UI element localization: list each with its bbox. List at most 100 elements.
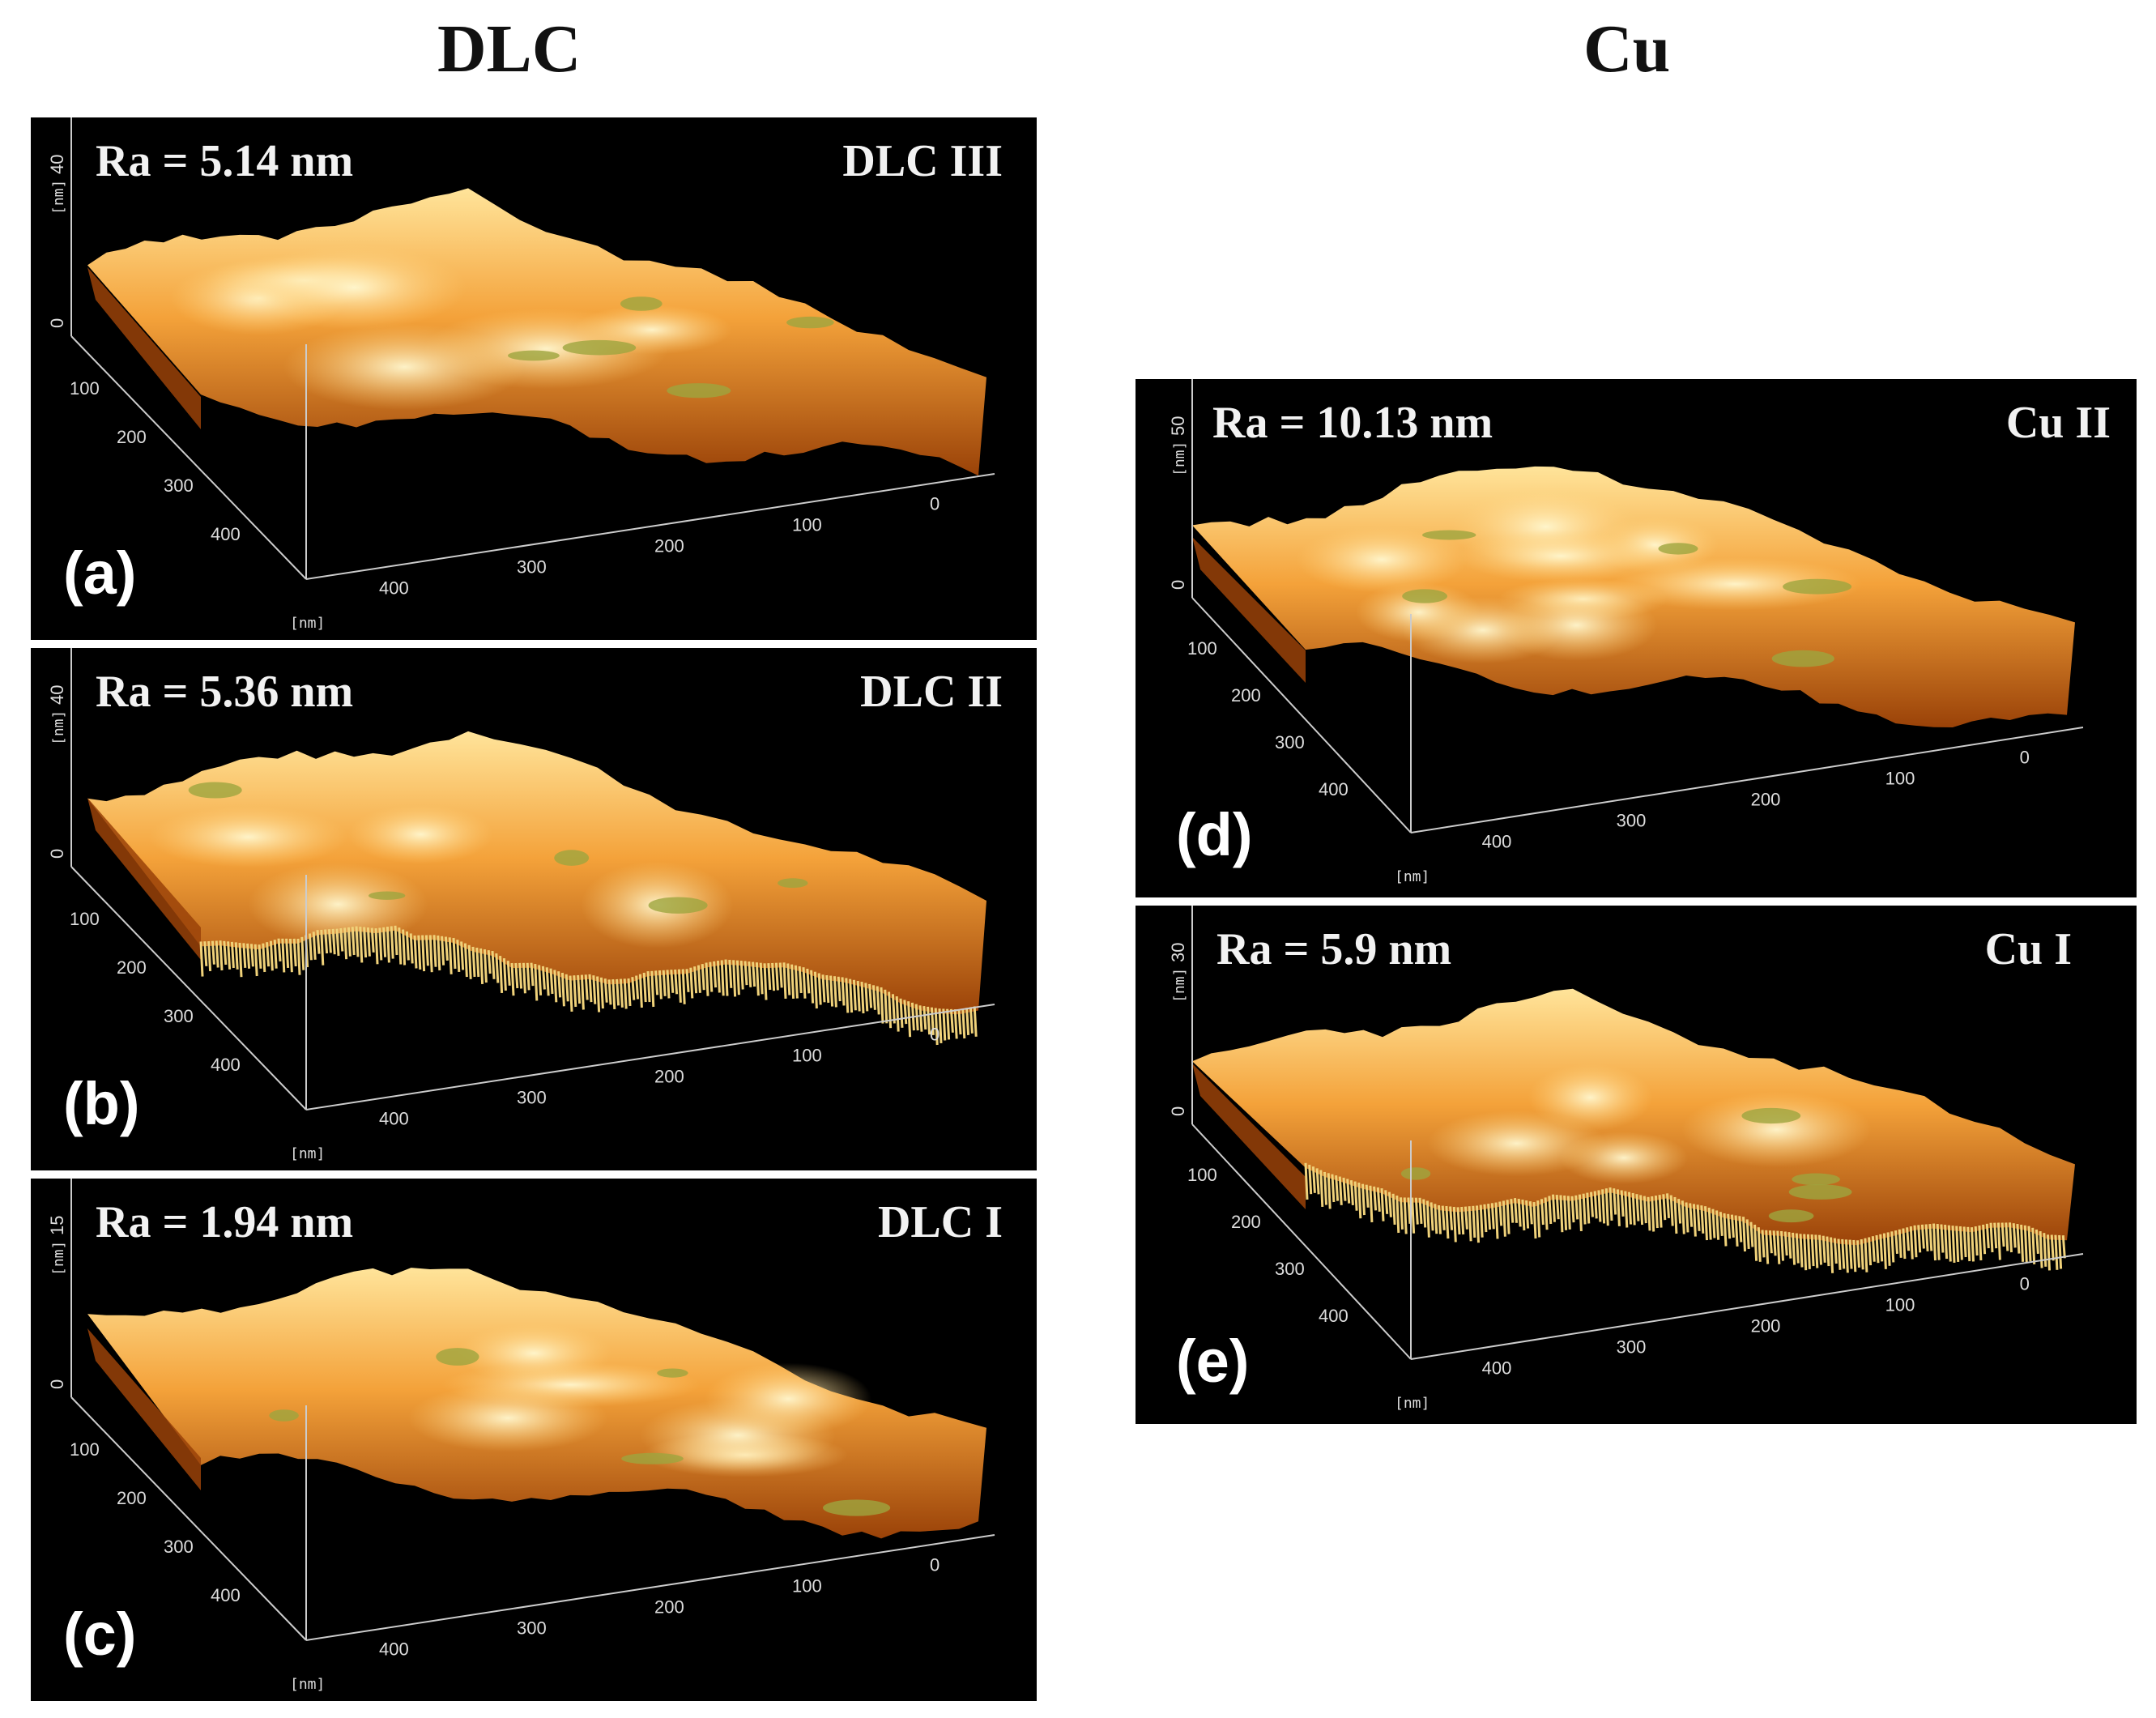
afm-panel-dlc-iii: 40 [nm] 0 100 200 300 400 400 300 200 100 0 [nm] Ra … <box>31 117 1037 640</box>
surface-edge-shade <box>1192 537 1306 683</box>
y-tick-label: 100 <box>70 1439 100 1460</box>
grain-highlight <box>1528 1064 1653 1132</box>
grain-highlight <box>348 804 493 864</box>
x-tick-label: 300 <box>517 556 547 577</box>
ra-value-label: Ra = 5.14 nm <box>96 136 354 186</box>
x-axis-line <box>305 1004 995 1111</box>
sample-label: DLC II <box>860 667 1003 717</box>
x-tick-label: 300 <box>1617 810 1647 830</box>
y-axis-line <box>1191 597 1412 833</box>
grain-patch <box>562 339 637 356</box>
x-axis-line <box>1410 727 2084 833</box>
grain-patch <box>1771 650 1834 667</box>
x-axis-line <box>1410 1253 2084 1360</box>
x-tick-label: 100 <box>1885 768 1915 788</box>
y-tick-label: 400 <box>211 1585 241 1605</box>
ra-value-label: Ra = 10.13 nm <box>1212 398 1493 448</box>
afm-surface-plot: 30 [nm] 0 100 200 300 400 400 300 200 100 0 [nm] <box>1168 906 2084 1412</box>
grain-patch <box>621 1452 684 1464</box>
grain-patch <box>1658 543 1698 555</box>
x-tick-label: 200 <box>654 1597 684 1617</box>
afm-surface-plot: 40 [nm] 0 100 200 300 400 400 300 200 100 0 [nm] <box>47 117 995 632</box>
axis-unit-label: [nm] <box>290 1145 325 1162</box>
x-tick-label: 300 <box>517 1087 547 1107</box>
ra-value-label: Ra = 1.94 nm <box>96 1197 354 1247</box>
grain-patch <box>667 383 731 399</box>
grain-patch <box>620 296 663 311</box>
axis-unit-label: [nm] <box>1395 1395 1430 1412</box>
y-tick-label: 300 <box>164 1006 194 1026</box>
x-tick-label: 400 <box>379 1108 409 1128</box>
x-axis-line <box>305 1534 995 1641</box>
grain-patch <box>1741 1107 1801 1124</box>
z-unit-label: [nm] <box>1171 441 1188 476</box>
z-unit-label: [nm] <box>50 710 67 745</box>
surface-edge-shade <box>87 798 201 960</box>
grain-patch <box>508 350 560 361</box>
y-tick-label: 100 <box>70 378 100 399</box>
afm-panel-dlc-ii: 40 [nm] 0 100 200 300 400 400 300 200 100 0 [nm] Ra … <box>31 648 1037 1170</box>
y-axis-line <box>70 866 307 1111</box>
grain-patch <box>188 782 242 799</box>
grain-highlight <box>1456 529 1665 583</box>
column-title-dlc: DLC <box>437 11 582 87</box>
grain-patch <box>554 850 590 866</box>
grain-patch <box>1768 1209 1814 1223</box>
spike-fringe <box>199 925 978 1046</box>
column-title-cu: Cu <box>1583 11 1671 87</box>
afm-surface-plot: 50 [nm] 0 100 200 300 400 400 300 200 100 0 [nm] <box>1168 379 2084 885</box>
y-tick-label: 200 <box>1231 685 1261 706</box>
grain-highlight <box>407 1383 608 1452</box>
axis-unit-label: [nm] <box>290 615 325 632</box>
z-unit-label: [nm] <box>1171 968 1188 1003</box>
x-tick-label: 200 <box>1751 1315 1781 1336</box>
grain-highlight <box>1356 582 1482 642</box>
grain-highlight <box>1608 557 1863 611</box>
grain-patch <box>778 878 808 889</box>
sample-label: DLC III <box>842 136 1003 186</box>
x-tick-label: 400 <box>1482 831 1512 851</box>
y-tick-label: 300 <box>1275 1259 1305 1279</box>
spike-fringe <box>1304 1162 2066 1273</box>
grain-patch <box>786 316 834 329</box>
sample-label: DLC I <box>877 1197 1003 1247</box>
grain-patch <box>369 891 406 900</box>
y-tick-label: 400 <box>211 1055 241 1075</box>
x-tick-label: 100 <box>792 514 822 535</box>
y-tick-label: 300 <box>164 475 194 496</box>
afm-surface-plot: 15 [nm] 0 100 200 300 400 400 300 200 100 0 [nm] <box>47 1179 995 1693</box>
x-tick-label: 400 <box>379 578 409 598</box>
afm-surface-plot: 40 [nm] 0 100 200 300 400 400 300 200 100 0 [nm] <box>47 648 995 1162</box>
z-tick-top: 40 <box>47 155 67 174</box>
y-tick-label: 300 <box>164 1537 194 1557</box>
z-unit-label: [nm] <box>50 180 67 215</box>
surface-edge-shade <box>87 267 201 429</box>
surface-edge-shade <box>87 1328 201 1490</box>
ra-value-label: Ra = 5.9 nm <box>1216 924 1452 974</box>
z-tick-top: 50 <box>1168 416 1188 436</box>
x-tick-label: 200 <box>654 535 684 556</box>
z-tick-zero: 0 <box>1168 580 1188 590</box>
y-tick-label: 200 <box>117 1488 147 1508</box>
grain-highlight <box>1296 526 1468 593</box>
grain-highlight <box>241 245 467 330</box>
z-tick-zero: 0 <box>47 1379 67 1389</box>
axis-unit-label: [nm] <box>1395 868 1430 885</box>
grain-highlight <box>248 863 428 946</box>
x-tick-label: 100 <box>1885 1294 1915 1315</box>
sample-label: Cu I <box>1984 924 2072 974</box>
y-tick-label: 100 <box>1187 1165 1217 1185</box>
z-tick-zero: 0 <box>47 318 67 328</box>
x-tick-label: 0 <box>930 493 940 514</box>
y-tick-label: 100 <box>70 909 100 929</box>
grain-highlight <box>1681 1092 1872 1167</box>
x-tick-label: 100 <box>792 1045 822 1065</box>
x-tick-label: 300 <box>517 1618 547 1638</box>
y-axis-line <box>70 335 307 580</box>
grain-patch <box>1422 530 1476 540</box>
x-tick-label: 0 <box>2020 747 2030 767</box>
y-tick-label: 400 <box>211 524 241 544</box>
panel-letter: (d) <box>1176 801 1253 868</box>
grain-highlight <box>705 1362 872 1435</box>
grain-highlight <box>456 1323 611 1383</box>
